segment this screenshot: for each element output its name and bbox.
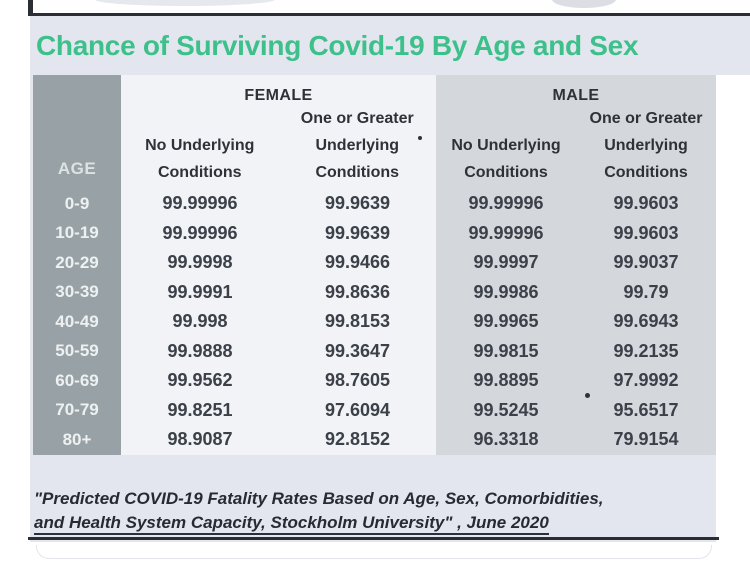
male-one-or-greater-line1: One or Greater: [589, 109, 703, 127]
male-cond-cell: 99.79: [623, 281, 669, 302]
table-header: AGE FEMALE One or Greater No Underlying …: [33, 75, 716, 189]
citation-line-2-text: and Health System Capacity, Stockholm Un…: [34, 513, 549, 535]
male-nocond-cell: 99.99996: [468, 222, 544, 243]
male-cond-cell: 99.9037: [613, 252, 679, 273]
female-nocond-cell: 98.9087: [167, 429, 233, 450]
title-band: Chance of Surviving Covid-19 By Age and …: [30, 16, 750, 75]
age-cell: 40-49: [55, 311, 99, 331]
male-header-group: MALE One or Greater No Underlying Underl…: [436, 75, 716, 189]
age-cell: 0-9: [64, 193, 90, 213]
female-conditions-label: Conditions: [315, 163, 400, 181]
male-nocond-cell: 99.9815: [473, 340, 539, 361]
female-cond-cell: 92.8152: [324, 429, 391, 450]
female-nocond-cell: 99.9991: [167, 281, 233, 302]
top-border-line: [28, 13, 750, 16]
age-cell: 60-69: [55, 370, 99, 390]
female-cond-cell: 98.7605: [324, 370, 391, 391]
source-citation: "Predicted COVID-19 Fatality Rates Based…: [34, 487, 710, 535]
spacer-cell: [121, 105, 279, 132]
table-row: 0-9 99.99996 99.9639 99.99996 99.9603: [33, 189, 716, 219]
table-card: AGE FEMALE One or Greater No Underlying …: [30, 75, 716, 542]
table-row: 10-19 99.99996 99.9639 99.99996 99.9603: [33, 219, 716, 249]
female-cond-cell: 99.8636: [324, 281, 391, 302]
male-nocond-cell: 99.5245: [473, 399, 539, 420]
female-one-or-greater-line1: One or Greater: [300, 109, 414, 127]
top-edge-artifact: [95, 0, 275, 6]
table-body: 0-9 99.99996 99.9639 99.99996 99.9603 10…: [33, 189, 716, 455]
table-row: 70-79 99.8251 97.6094 99.5245 95.6517: [33, 396, 716, 426]
female-nocond-cell: 99.9998: [167, 252, 233, 273]
age-cell: 70-79: [55, 400, 99, 420]
male-cond-cell: 97.9992: [613, 370, 679, 391]
survival-table: AGE FEMALE One or Greater No Underlying …: [33, 75, 716, 455]
female-nocond-cell: 99.9562: [167, 370, 233, 391]
male-cond-cell: 99.9603: [613, 222, 679, 243]
female-header-group: FEMALE One or Greater No Underlying Unde…: [121, 75, 436, 189]
age-cell: 80+: [62, 429, 92, 449]
image-speck-artifact: [585, 393, 590, 398]
age-cell: 50-59: [55, 341, 99, 361]
male-conditions-label: Conditions: [464, 163, 548, 181]
card-bottom-edge: [36, 545, 712, 559]
citation-line-2: and Health System Capacity, Stockholm Un…: [34, 511, 710, 535]
male-nocond-cell: 99.9997: [473, 252, 539, 273]
female-conditions-label: Conditions: [157, 163, 242, 181]
female-no-underlying-label: No Underlying: [145, 136, 255, 154]
table-row: 40-49 99.998 99.8153 99.9965 99.6943: [33, 307, 716, 337]
age-cell: 30-39: [55, 282, 99, 302]
female-cond-cell: 97.6094: [324, 399, 391, 420]
female-group-label: FEMALE: [244, 87, 313, 104]
table-row: 30-39 99.9991 99.8636 99.9986 99.79: [33, 278, 716, 308]
female-nocond-cell: 99.99996: [162, 222, 238, 243]
male-cond-cell: 99.6943: [613, 311, 679, 332]
female-nocond-cell: 99.998: [172, 311, 228, 332]
age-cell: 20-29: [55, 252, 99, 272]
male-underlying-label: Underlying: [604, 136, 688, 154]
male-cond-cell: 79.9154: [613, 429, 679, 450]
table-row: 80+ 98.9087 92.8152 96.3318 79.9154: [33, 425, 716, 455]
spacer-cell: [436, 105, 576, 132]
female-subheaders: One or Greater No Underlying Underlying …: [121, 105, 436, 186]
bottom-border-line: [28, 537, 719, 540]
female-cond-cell: 99.8153: [324, 311, 391, 332]
top-left-rule-mark: [28, 0, 33, 16]
male-no-underlying-label: No Underlying: [451, 136, 561, 154]
female-cond-cell: 99.3647: [324, 340, 391, 361]
male-group-label: MALE: [552, 87, 600, 104]
male-nocond-cell: 99.9986: [473, 281, 539, 302]
male-cond-cell: 99.9603: [613, 193, 679, 214]
male-nocond-cell: 96.3318: [473, 429, 539, 450]
female-nocond-cell: 99.8251: [167, 399, 233, 420]
male-nocond-cell: 99.8895: [473, 370, 539, 391]
page-title: Chance of Surviving Covid-19 By Age and …: [36, 30, 639, 61]
top-edge-artifact: [552, 0, 616, 8]
age-cell: 10-19: [55, 223, 99, 243]
male-cond-cell: 95.6517: [613, 399, 679, 420]
table-row: 60-69 99.9562 98.7605 99.8895 97.9992: [33, 366, 716, 396]
female-cond-cell: 99.9466: [324, 252, 391, 273]
male-nocond-cell: 99.99996: [468, 193, 544, 214]
male-nocond-cell: 99.9965: [473, 311, 539, 332]
male-subheaders: One or Greater No Underlying Underlying …: [436, 105, 716, 186]
female-cond-cell: 99.9639: [324, 193, 391, 214]
table-row: 20-29 99.9998 99.9466 99.9997 99.9037: [33, 248, 716, 278]
image-speck-artifact: [418, 136, 422, 140]
female-underlying-label: Underlying: [315, 136, 400, 154]
female-nocond-cell: 99.99996: [162, 193, 238, 214]
citation-line-1: "Predicted COVID-19 Fatality Rates Based…: [34, 489, 604, 508]
female-nocond-cell: 99.9888: [167, 340, 233, 361]
age-column-header: AGE: [57, 159, 97, 178]
male-conditions-label: Conditions: [604, 163, 688, 181]
table-row: 50-59 99.9888 99.3647 99.9815 99.2135: [33, 337, 716, 367]
male-cond-cell: 99.2135: [613, 340, 679, 361]
female-cond-cell: 99.9639: [324, 222, 391, 243]
